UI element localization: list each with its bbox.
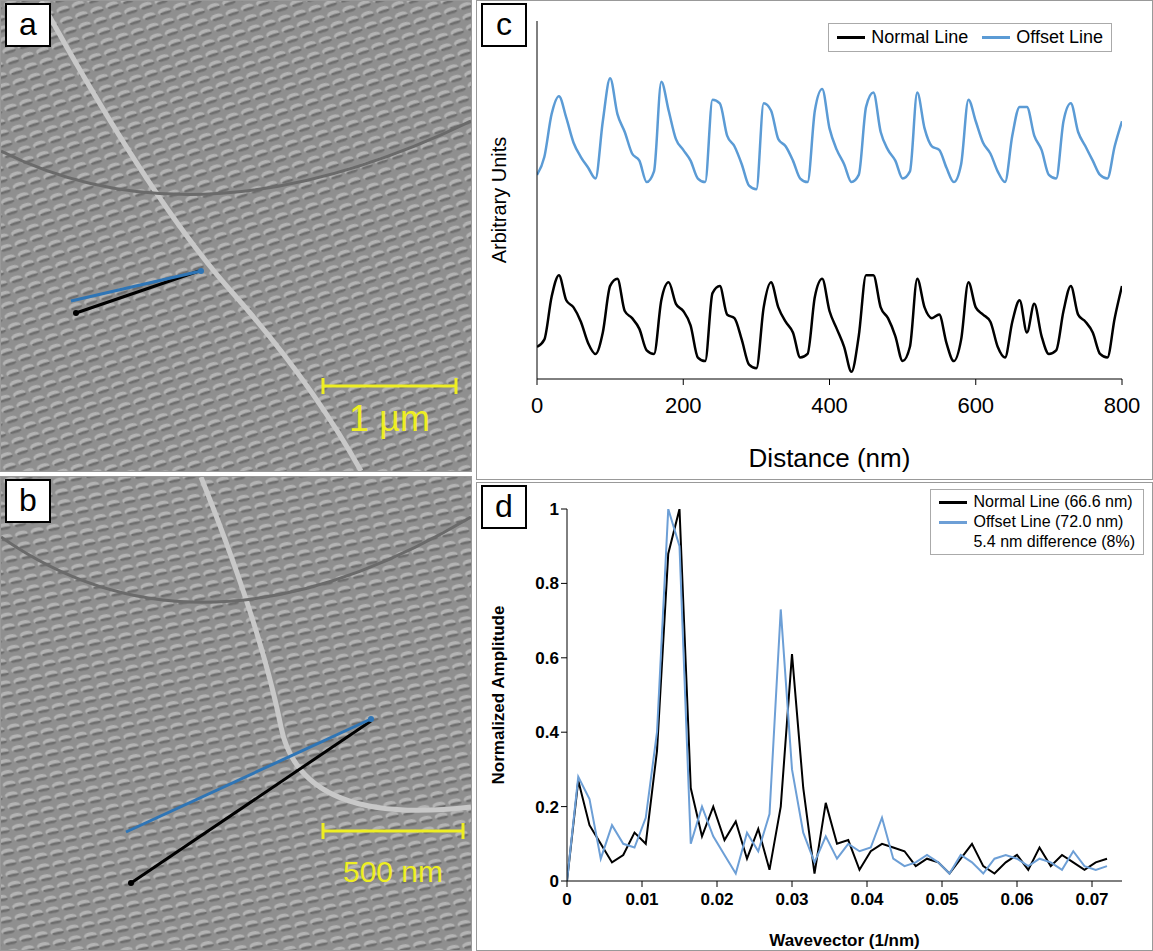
svg-text:200: 200 bbox=[665, 393, 702, 418]
svg-text:0.06: 0.06 bbox=[1000, 890, 1033, 909]
html-text:5.4 nm difference (8%): 5.4 nm difference (8%) bbox=[973, 533, 1135, 550]
html-text:Offset Line (72.0 nm): Offset Line (72.0 nm) bbox=[973, 513, 1124, 530]
svg-text:0.04: 0.04 bbox=[850, 890, 884, 909]
html-text:Normalized Amplitude: Normalized Amplitude bbox=[489, 605, 508, 785]
html-text:Arbitrary Units: Arbitrary Units bbox=[488, 136, 510, 264]
svg-text:0.01: 0.01 bbox=[625, 890, 658, 909]
svg-text:1 µm: 1 µm bbox=[349, 398, 430, 439]
svg-text:0: 0 bbox=[531, 393, 543, 418]
svg-text:0.05: 0.05 bbox=[925, 890, 958, 909]
svg-text:Wavevector (1/nm): Wavevector (1/nm) bbox=[769, 931, 920, 950]
svg-text:500 nm: 500 nm bbox=[343, 855, 443, 888]
html-text:a: a bbox=[19, 6, 37, 42]
svg-text:0.03: 0.03 bbox=[775, 890, 808, 909]
svg-text:0.4: 0.4 bbox=[535, 723, 559, 742]
svg-text:0.02: 0.02 bbox=[700, 890, 733, 909]
svg-text:0.6: 0.6 bbox=[535, 649, 559, 668]
svg-text:1: 1 bbox=[550, 500, 559, 519]
html-text:d: d bbox=[495, 488, 513, 524]
svg-text:0: 0 bbox=[562, 890, 571, 909]
svg-text:0.07: 0.07 bbox=[1075, 890, 1108, 909]
svg-text:0: 0 bbox=[550, 872, 559, 891]
svg-text:800: 800 bbox=[1104, 393, 1141, 418]
html-text:Offset Line: Offset Line bbox=[1016, 27, 1103, 47]
html-text:b: b bbox=[19, 482, 37, 518]
svg-text:400: 400 bbox=[811, 393, 848, 418]
html-text:Normal Line (66.6 nm): Normal Line (66.6 nm) bbox=[973, 493, 1133, 510]
svg-text:0.2: 0.2 bbox=[535, 798, 559, 817]
html-text:c: c bbox=[496, 6, 512, 42]
svg-text:600: 600 bbox=[957, 393, 994, 418]
html-text:Normal Line: Normal Line bbox=[871, 27, 969, 47]
svg-text:Distance (nm): Distance (nm) bbox=[749, 443, 911, 473]
svg-text:0.8: 0.8 bbox=[535, 574, 559, 593]
